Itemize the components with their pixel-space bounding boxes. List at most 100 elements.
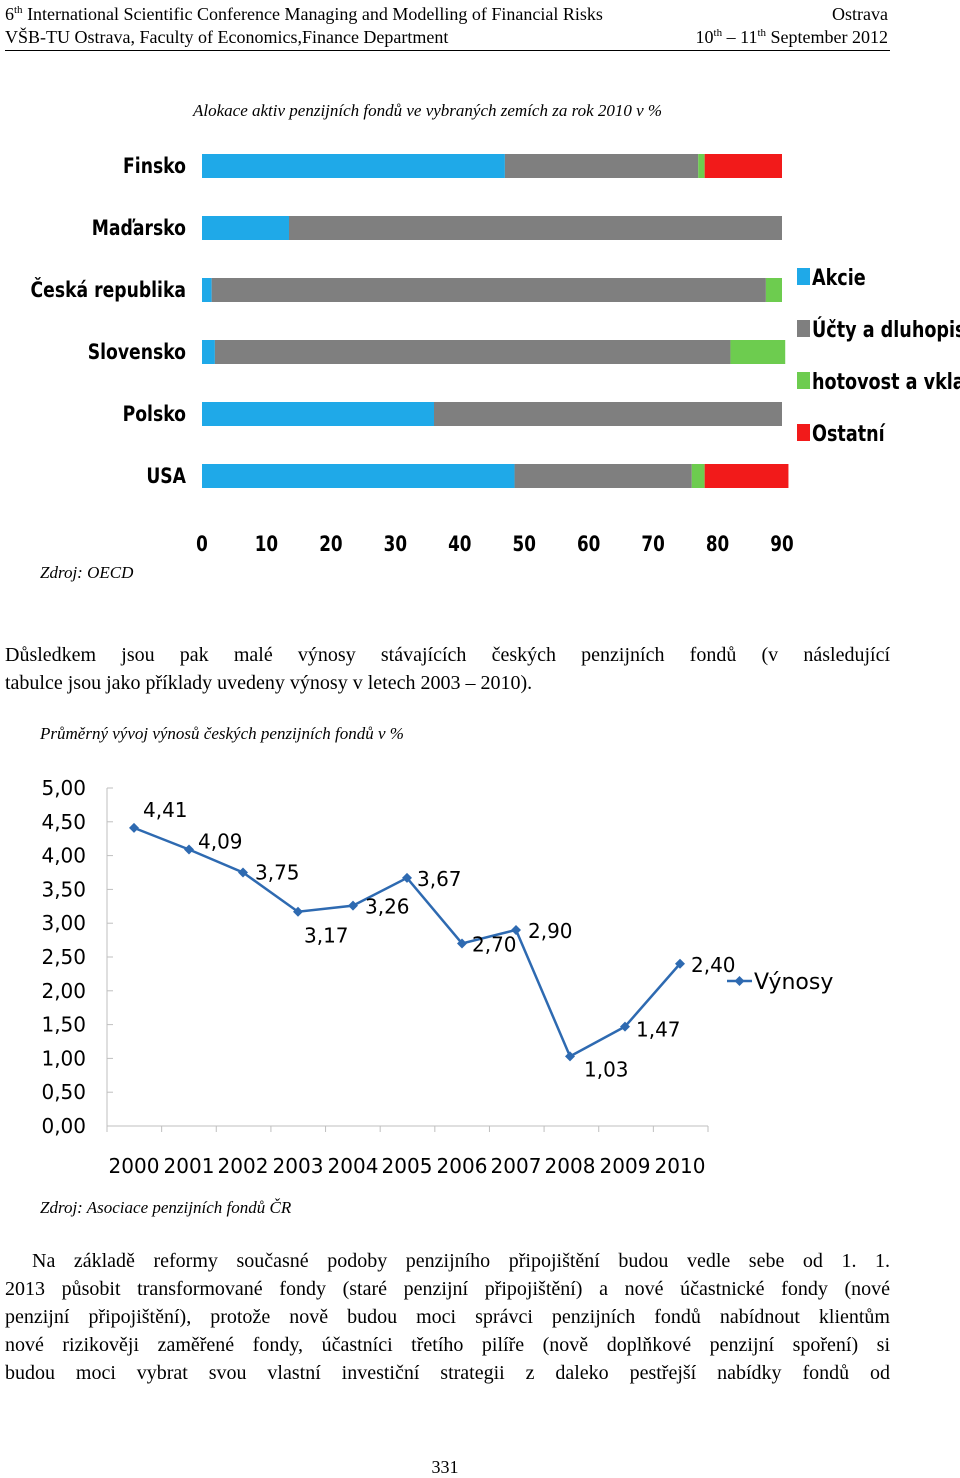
data-label: 2,90 <box>528 919 573 943</box>
bar-segment <box>698 154 705 178</box>
header-city: Ostrava <box>832 4 888 24</box>
data-label: 3,17 <box>304 924 349 948</box>
y-tick-label: 2,00 <box>41 979 86 1003</box>
legend-label: Ostatní <box>812 421 886 446</box>
x-tick-label: 2004 <box>328 1154 379 1178</box>
bar-x-tick-label: 60 <box>577 532 600 556</box>
figure1-caption: Alokace aktiv penzijních fondů ve vybran… <box>193 101 663 120</box>
data-label: 1,03 <box>584 1057 629 1081</box>
bar-segment <box>202 340 215 364</box>
header-date: 10th – 11th September 2012 <box>695 27 888 47</box>
line-series: 4,41 4,09 3,75 3,17 3,26 3,67 2,70 2,90 1,03 1,47… <box>129 798 736 1081</box>
header-institution: VŠB-TU Ostrava, Faculty of Economics,Fin… <box>5 27 449 47</box>
x-tick-label: 2009 <box>600 1154 651 1178</box>
line-axes <box>106 787 709 1132</box>
legend-swatch <box>797 372 810 389</box>
data-label: 3,75 <box>255 861 300 885</box>
series-point <box>620 1021 630 1032</box>
bar-category-label: Finsko <box>123 153 186 178</box>
x-tick-label: 2008 <box>545 1154 596 1178</box>
header-conference: 6th International Scientific Conference … <box>5 4 603 24</box>
bar-x-tick-label: 10 <box>255 532 278 556</box>
x-tick-label: 2003 <box>273 1154 324 1178</box>
figure1-source: Zdroj: OECD <box>40 563 134 582</box>
bar-category-label: USA <box>146 463 186 488</box>
legend-swatch <box>797 268 810 285</box>
legend-label: Akcie <box>812 265 866 290</box>
y-tick-label: 2,50 <box>41 945 86 969</box>
paragraph-2-line-2: 2013 působit transformované fondy (staré… <box>5 1278 890 1300</box>
data-label: 1,47 <box>636 1018 681 1042</box>
series-point <box>402 872 412 883</box>
bar-segment <box>289 216 782 240</box>
bar-x-ticks: 0 10 20 30 40 50 60 70 80 90 <box>196 532 794 556</box>
bar-segment <box>202 402 434 426</box>
x-tick-label: 2000 <box>109 1154 160 1178</box>
paragraph-1-line-1: Důsledkem jsou pak malé výnosy stávající… <box>5 644 890 666</box>
bar-category-label: Česká republika <box>31 276 186 302</box>
series-point <box>511 924 521 935</box>
x-tick-label: 2001 <box>164 1154 215 1178</box>
bar-legend: Akcie Účty a dluhopisy hotovost a vklady Os… <box>797 265 960 447</box>
y-tick-label: 4,00 <box>41 844 86 868</box>
paragraph-2-line-1: Na základě reformy současné podoby penzi… <box>32 1250 890 1272</box>
figure2-source: Zdroj: Asociace penzijních fondů ČR <box>40 1198 292 1217</box>
data-label: 4,09 <box>198 830 243 854</box>
series-point <box>293 906 303 917</box>
bar-x-tick-label: 20 <box>319 532 342 556</box>
bar-segment <box>730 340 786 364</box>
legend-marker <box>734 976 745 986</box>
y-tick-label: 0,50 <box>41 1080 86 1104</box>
series-point <box>675 958 685 969</box>
paragraph-2-line-3: penzijní připojištění), protože nově bud… <box>5 1306 890 1328</box>
bar-x-tick-label: 90 <box>770 532 793 556</box>
line-y-ticks: 0,00 0,50 1,00 1,50 2,00 2,50 3,00 3,50 4,00 4,50… <box>41 776 86 1138</box>
data-label: 2,40 <box>691 953 736 977</box>
bar-category-label: Slovensko <box>88 339 186 364</box>
bar-segment <box>211 278 766 302</box>
line-legend: Výnosy <box>727 970 833 995</box>
y-tick-label: 1,00 <box>41 1046 86 1070</box>
series-point <box>129 822 139 833</box>
bar-segment <box>704 154 782 178</box>
figure2-caption: Průměrný vývoj výnosů českých penzijních… <box>40 724 404 743</box>
bar-x-tick-label: 80 <box>706 532 729 556</box>
figure2-chart: 0,00 0,50 1,00 1,50 2,00 2,50 3,00 3,50 4,00 4,50… <box>41 776 833 1178</box>
bar-category-labels: Finsko Maďarsko Česká republika Slovensko Po… <box>31 153 187 488</box>
series-line-vynosy <box>133 826 681 1059</box>
legend-swatch <box>797 424 810 441</box>
data-label: 2,70 <box>472 932 517 956</box>
bar-segment <box>214 340 731 364</box>
data-label: 3,26 <box>365 895 410 919</box>
line-x-ticks: 2000 2001 2002 2003 2004 2005 2006 2007 2008 2009… <box>109 1154 706 1178</box>
bar-segment <box>514 464 692 488</box>
series-point <box>457 938 467 949</box>
legend-label: Účty a dluhopisy <box>812 316 960 343</box>
bar-segments <box>202 154 789 488</box>
bar-x-tick-label: 70 <box>641 532 664 556</box>
bar-x-tick-label: 50 <box>513 532 536 556</box>
paragraph-2-line-5: budou moci vybrat svou vlastní investičn… <box>5 1362 890 1384</box>
x-tick-label: 2002 <box>218 1154 269 1178</box>
bar-segment <box>202 154 505 178</box>
series-point <box>565 1051 575 1062</box>
bar-x-tick-label: 0 <box>196 532 208 556</box>
bar-category-label: Maďarsko <box>92 215 186 240</box>
page-number: 331 <box>431 1457 459 1477</box>
data-label: 4,41 <box>143 798 188 822</box>
bar-segment <box>704 464 789 488</box>
bar-segment <box>202 464 515 488</box>
y-tick-label: 3,50 <box>41 877 86 901</box>
x-tick-label: 2007 <box>491 1154 542 1178</box>
paragraph-1-line-2: tabulce jsou jako příklady uvedeny výnos… <box>5 672 533 694</box>
paragraph-2-line-4: nové rizikověji zaměřené fondy, účastníc… <box>5 1334 890 1356</box>
x-tick-label: 2010 <box>655 1154 706 1178</box>
x-tick-label: 2005 <box>382 1154 433 1178</box>
y-tick-label: 1,50 <box>41 1013 86 1037</box>
bar-x-tick-label: 30 <box>384 532 407 556</box>
y-tick-label: 0,00 <box>41 1114 86 1138</box>
series-point <box>238 867 248 878</box>
legend-swatch <box>797 320 810 337</box>
y-tick-label: 5,00 <box>41 776 86 800</box>
series-point <box>348 900 358 911</box>
